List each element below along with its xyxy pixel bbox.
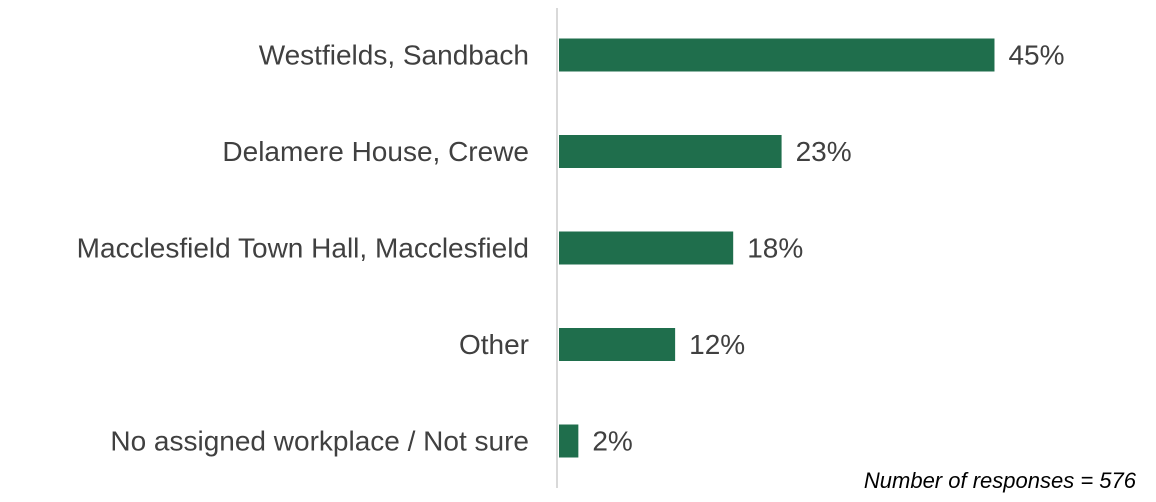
bars-layer: Westfields, Sandbach 45% Delamere House, C… bbox=[77, 38, 1065, 458]
bar bbox=[559, 231, 734, 265]
bar bbox=[559, 424, 579, 458]
data-label: 45% bbox=[1008, 40, 1064, 71]
data-label: 18% bbox=[747, 233, 803, 264]
bar bbox=[559, 135, 782, 168]
data-label: 23% bbox=[796, 136, 852, 167]
category-label: Westfields, Sandbach bbox=[259, 40, 529, 71]
category-label: Other bbox=[459, 329, 529, 360]
data-label: 2% bbox=[592, 426, 632, 457]
data-label: 12% bbox=[689, 329, 745, 360]
category-label: Delamere House, Crewe bbox=[222, 136, 529, 167]
bar bbox=[559, 38, 995, 72]
bar bbox=[559, 328, 676, 361]
category-label: No assigned workplace / Not sure bbox=[110, 426, 529, 457]
category-label: Macclesfield Town Hall, Macclesfield bbox=[77, 233, 529, 264]
responses-footnote: Number of responses = 576 bbox=[863, 468, 1136, 493]
